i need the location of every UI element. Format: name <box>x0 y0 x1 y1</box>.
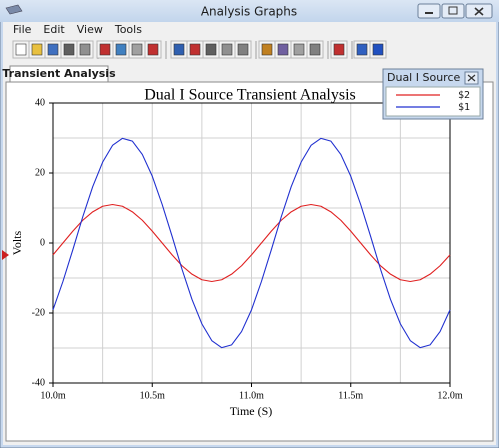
toolbar-icon <box>115 43 127 56</box>
app-icon <box>5 4 23 15</box>
menu-bar <box>3 22 496 38</box>
toolbar-icon <box>99 43 111 56</box>
minimize-button[interactable] <box>417 3 441 19</box>
legend-label: $1 <box>458 102 470 113</box>
toolbar-icon <box>189 43 201 56</box>
toolbar-icon <box>147 43 159 56</box>
y-tick-label: 40 <box>35 97 45 108</box>
maximize-glyph <box>448 6 458 15</box>
y-tick-label: 0 <box>40 237 45 248</box>
toolbar-icon <box>173 43 185 56</box>
graph-panel <box>5 81 494 442</box>
legend-body <box>385 86 481 117</box>
toolbar-icon <box>15 43 27 56</box>
x-tick-label: 11.5m <box>338 390 363 401</box>
toolbar-icon <box>47 43 59 56</box>
x-tick-label: 10.5m <box>140 390 166 401</box>
menu-item[interactable]: Edit <box>43 23 65 36</box>
plot: 10.0m 10.5m 11.0m 11.5m 12.0m 40 20 0 -20 -40 <box>32 97 463 401</box>
tab-label[interactable]: Transient Analysis <box>2 67 116 80</box>
legend-window: Dual I Source ... $2$1 <box>382 68 484 120</box>
menu-item[interactable]: View <box>77 23 103 36</box>
toolbar-icon <box>261 43 273 56</box>
toolbar-icon <box>31 43 43 56</box>
toolbar-icon <box>205 43 217 56</box>
toolbar-icon <box>356 43 368 56</box>
toolbar-icon <box>277 43 289 56</box>
series-line <box>52 203 451 283</box>
toolbar-icon <box>293 43 305 56</box>
series-line <box>52 137 451 349</box>
minimize-glyph <box>425 12 433 14</box>
x-tick-label: 12.0m <box>437 390 463 401</box>
toolbar-icon <box>309 43 321 56</box>
menu-item[interactable]: Tools <box>114 23 142 36</box>
menu: File Edit View Tools <box>13 23 142 36</box>
menu-item[interactable]: File <box>13 23 32 36</box>
toolbar-icon <box>221 43 233 56</box>
toolbar-icon <box>237 43 249 56</box>
toolbar-icon <box>333 43 345 56</box>
legend: $2$1 <box>396 90 470 113</box>
x-tick-label: 10.0m <box>40 390 66 401</box>
maximize-button[interactable] <box>441 3 465 19</box>
x-tick-label: 11.0m <box>239 390 264 401</box>
tab[interactable] <box>9 65 109 82</box>
window-title: Analysis Graphs <box>201 5 297 19</box>
close-glyph <box>474 7 484 16</box>
legend-close-glyph <box>467 74 476 82</box>
toolbar-buttons[interactable] <box>12 40 387 59</box>
plot-border <box>52 102 451 384</box>
toolbar-icon <box>131 43 143 56</box>
title-bar <box>0 0 499 22</box>
toolbar-icon <box>79 43 91 56</box>
toolbar-icon <box>372 43 384 56</box>
y-axis-label: Volts <box>10 230 24 255</box>
toolbar-icon <box>63 43 75 56</box>
window-buttons[interactable] <box>417 3 493 19</box>
chart-title: Dual I Source Transient Analysis <box>144 87 356 104</box>
legend-label: $2 <box>458 90 470 101</box>
legend-window-title: Dual I Source ... <box>387 71 474 84</box>
cursor-marker <box>2 250 9 260</box>
y-tick-label: 20 <box>35 167 45 178</box>
x-axis-label: Time (S) <box>230 404 273 418</box>
y-tick-label: -20 <box>32 307 45 318</box>
y-tick-label: -40 <box>32 377 45 388</box>
